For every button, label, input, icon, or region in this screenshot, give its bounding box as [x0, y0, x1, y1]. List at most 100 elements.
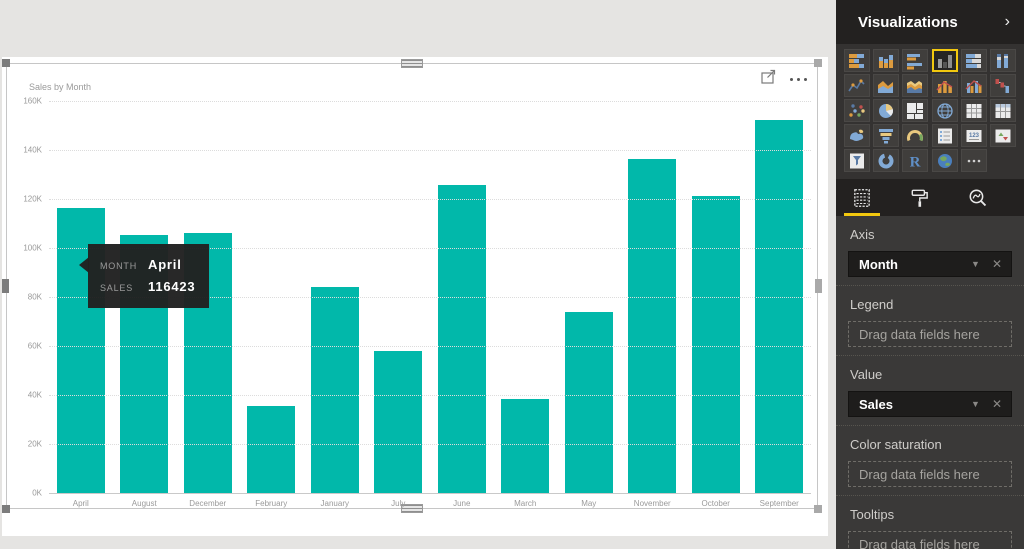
- field-pill-month[interactable]: Month ▼ ✕: [848, 251, 1012, 277]
- line-stacked-column-chart-icon[interactable]: [931, 74, 958, 97]
- waterfall-chart-icon[interactable]: [989, 74, 1016, 97]
- clustered-bar-chart-icon[interactable]: [902, 49, 929, 72]
- remove-field-icon[interactable]: ✕: [991, 257, 1002, 271]
- x-axis-label: April: [72, 499, 89, 508]
- tooltip-row: SALES 116423: [100, 276, 195, 298]
- gridline: [49, 444, 811, 445]
- well-value: Value Sales ▼ ✕: [836, 356, 1024, 426]
- drag-grip-bottom[interactable]: [401, 504, 423, 513]
- pie-chart-icon[interactable]: [873, 99, 900, 122]
- map-icon[interactable]: [931, 99, 958, 122]
- bar-february[interactable]: [247, 406, 296, 493]
- r-script-icon[interactable]: R: [902, 149, 929, 172]
- stacked-bar-chart-icon[interactable]: [844, 49, 870, 72]
- bar-slot: [240, 101, 304, 493]
- card-icon[interactable]: 123: [960, 124, 987, 147]
- well-legend: Legend Drag data fields here: [836, 286, 1024, 356]
- x-axis-label: February: [255, 499, 288, 508]
- well-label: Tooltips: [850, 507, 895, 522]
- bar-november[interactable]: [628, 159, 677, 493]
- pane-title: Visualizations: [858, 13, 958, 31]
- donut-chart-icon[interactable]: [873, 149, 900, 172]
- chevron-down-icon[interactable]: ▼: [971, 259, 980, 269]
- y-axis-tick: 0K: [32, 488, 42, 498]
- column-chart-visual[interactable]: Sales by Month April August December Februa…: [2, 59, 822, 513]
- line-clustered-column-chart-icon[interactable]: [960, 74, 987, 97]
- well-label: Color saturation: [850, 437, 942, 452]
- chevron-down-icon[interactable]: ▼: [971, 399, 980, 409]
- funnel-icon[interactable]: [873, 124, 900, 147]
- visualization-type-gallery: 123 R: [836, 44, 1024, 179]
- remove-field-icon[interactable]: ✕: [991, 397, 1002, 411]
- bar-january[interactable]: [310, 287, 359, 493]
- y-axis-tick: 40K: [27, 390, 42, 400]
- gauge-icon[interactable]: [902, 124, 929, 147]
- well-label: Value: [850, 367, 883, 382]
- filled-map-icon[interactable]: [844, 124, 870, 147]
- line-chart-icon[interactable]: [844, 74, 870, 97]
- more-options-icon[interactable]: [960, 149, 987, 172]
- resize-handle-middle-right[interactable]: [815, 279, 822, 293]
- report-page[interactable]: Sales by Month April August December Februa…: [2, 57, 828, 536]
- field-dropzone[interactable]: Drag data fields here: [848, 461, 1012, 487]
- field-pill-label: Month: [859, 256, 898, 272]
- stacked-column-100-chart-icon[interactable]: [989, 49, 1016, 72]
- scatter-chart-icon[interactable]: [844, 99, 870, 122]
- gridline: [49, 150, 811, 151]
- drag-grip-top[interactable]: [401, 59, 423, 68]
- bar-slot: [684, 101, 748, 493]
- bar-june[interactable]: [437, 185, 486, 493]
- pane-header: Visualizations ›: [836, 0, 1024, 44]
- more-options-icon[interactable]: [790, 77, 807, 81]
- tab-format[interactable]: [904, 179, 936, 216]
- svg-text:123: 123: [969, 133, 980, 139]
- y-axis-tick: 100K: [23, 243, 42, 253]
- resize-handle-bottom-left[interactable]: [2, 505, 10, 513]
- tab-fields[interactable]: [844, 179, 880, 216]
- kpi-icon[interactable]: [989, 124, 1016, 147]
- bar-slot: [557, 101, 621, 493]
- bar-slot: [748, 101, 812, 493]
- field-dropzone[interactable]: Drag data fields here: [848, 531, 1012, 549]
- well-label: Axis: [850, 227, 875, 242]
- gridline: [49, 395, 811, 396]
- bar-slot: [303, 101, 367, 493]
- resize-handle-bottom-right[interactable]: [814, 505, 822, 513]
- x-axis-label: July: [391, 499, 406, 508]
- treemap-icon[interactable]: [902, 99, 929, 122]
- gridline: [49, 101, 811, 102]
- resize-handle-middle-left[interactable]: [2, 279, 9, 293]
- resize-handle-top-right[interactable]: [814, 59, 822, 67]
- slicer-icon[interactable]: [844, 149, 870, 172]
- x-axis-label: November: [633, 499, 671, 508]
- area-chart-icon[interactable]: [873, 74, 900, 97]
- resize-handle-top-left[interactable]: [2, 59, 10, 67]
- tab-analytics[interactable]: [962, 179, 994, 216]
- clustered-column-chart-icon[interactable]: [931, 49, 958, 72]
- gridline: [49, 297, 811, 298]
- table-icon[interactable]: [960, 99, 987, 122]
- well-color-saturation: Color saturation Drag data fields here: [836, 426, 1024, 496]
- bar-slot: [494, 101, 558, 493]
- svg-text:R: R: [910, 154, 921, 170]
- focus-mode-icon[interactable]: [761, 69, 778, 89]
- bar-july[interactable]: [374, 351, 423, 493]
- bar-september[interactable]: [755, 120, 804, 493]
- stacked-bar-100-chart-icon[interactable]: [960, 49, 987, 72]
- x-axis-labels: April August December February January July Ju…: [49, 499, 811, 508]
- matrix-icon[interactable]: [989, 99, 1016, 122]
- stacked-column-chart-icon[interactable]: [873, 49, 900, 72]
- stacked-area-chart-icon[interactable]: [902, 74, 929, 97]
- bar-october[interactable]: [691, 196, 740, 493]
- y-axis-tick: 160K: [23, 96, 42, 106]
- bar-may[interactable]: [564, 312, 613, 493]
- collapse-pane-icon[interactable]: ›: [1004, 13, 1010, 30]
- x-axis-label: January: [320, 499, 349, 508]
- field-pill-sales[interactable]: Sales ▼ ✕: [848, 391, 1012, 417]
- multi-row-card-icon[interactable]: [931, 124, 958, 147]
- tooltip-label: MONTH: [100, 261, 137, 271]
- bar-march[interactable]: [501, 399, 550, 493]
- arcgis-map-icon[interactable]: [931, 149, 958, 172]
- field-dropzone[interactable]: Drag data fields here: [848, 321, 1012, 347]
- well-label: Legend: [850, 297, 894, 312]
